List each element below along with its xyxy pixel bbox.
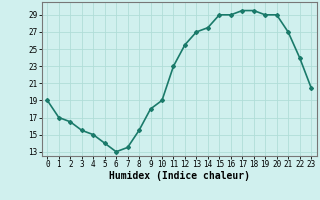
X-axis label: Humidex (Indice chaleur): Humidex (Indice chaleur)	[109, 171, 250, 181]
